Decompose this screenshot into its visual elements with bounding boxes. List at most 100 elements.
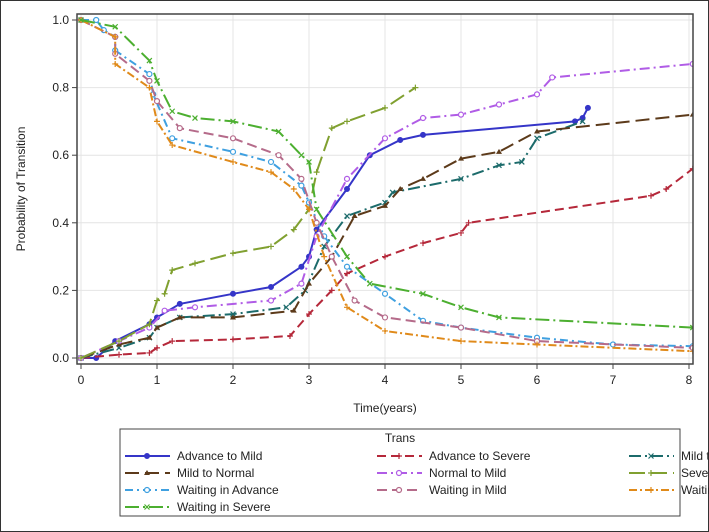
x-tick-label: 1	[154, 373, 161, 387]
data-point	[154, 324, 160, 330]
data-point	[344, 253, 350, 260]
x-tick-label: 2	[230, 373, 237, 387]
legend-marker	[648, 487, 654, 493]
data-point	[169, 267, 176, 274]
data-point	[344, 213, 350, 219]
data-point	[389, 189, 396, 196]
legend-item-mild-to-advance: Mild to Advance	[629, 449, 709, 463]
data-point	[169, 108, 176, 115]
data-point	[154, 118, 160, 125]
data-point	[169, 135, 176, 142]
legend-marker	[395, 469, 403, 477]
data-point	[397, 186, 404, 191]
data-point	[298, 182, 305, 189]
data-point	[496, 148, 502, 154]
data-point	[229, 148, 237, 155]
x-tick-label: 3	[306, 373, 313, 387]
data-point	[161, 290, 168, 297]
data-point	[344, 186, 350, 192]
y-tick-label: 0.2	[52, 283, 69, 297]
series-line-waiting-in-severe	[80, 19, 693, 329]
data-point	[146, 349, 153, 356]
data-point	[549, 74, 556, 81]
data-point	[458, 304, 464, 311]
legend-marker	[144, 470, 150, 475]
data-point	[648, 192, 654, 199]
plot-border	[76, 13, 694, 365]
series-line-normal-to-mild	[80, 62, 693, 359]
data-point	[344, 270, 350, 277]
data-point	[154, 344, 160, 351]
data-point	[290, 186, 297, 192]
data-point	[112, 23, 119, 30]
series-line-waiting-in-advance	[81, 19, 693, 348]
legend-marker	[648, 453, 654, 459]
data-point	[328, 253, 335, 260]
data-point	[458, 229, 464, 236]
legend-item-mild-to-normal: Mild to Normal	[125, 466, 254, 480]
data-point	[313, 169, 320, 176]
legend-label: Waiting in Advance	[177, 483, 279, 497]
data-point	[176, 300, 183, 307]
data-point	[146, 70, 153, 78]
data-point	[412, 84, 419, 91]
plot-series	[77, 16, 693, 362]
data-point	[534, 341, 540, 348]
data-point	[343, 263, 351, 270]
legend-item-advance-to-mild: Advance to Mild	[125, 449, 262, 463]
data-point	[112, 33, 119, 40]
y-tick-label: 0.8	[52, 81, 69, 95]
legend-label: Severe to Advance	[681, 466, 709, 480]
data-point	[192, 115, 198, 121]
data-point	[169, 338, 176, 345]
series-waiting-in-severe	[78, 17, 693, 331]
data-point	[78, 17, 84, 23]
data-point	[579, 115, 586, 122]
legend-label: Mild to Advance	[681, 449, 709, 463]
data-point	[230, 250, 236, 257]
data-point	[116, 338, 122, 345]
data-point	[290, 226, 297, 233]
legend-marker	[144, 453, 150, 459]
data-point	[457, 324, 465, 331]
x-tick-label: 8	[686, 373, 693, 387]
data-point	[275, 152, 282, 159]
data-point	[306, 280, 312, 286]
data-point	[146, 57, 153, 64]
data-point	[457, 111, 465, 118]
data-point	[169, 142, 176, 149]
data-point	[382, 327, 388, 334]
legend-label: Mild to Normal	[177, 466, 254, 480]
data-point	[287, 333, 293, 340]
data-point	[420, 175, 426, 181]
data-point	[689, 111, 693, 117]
data-point	[290, 307, 297, 313]
series-mild-to-advance	[78, 118, 586, 361]
data-point	[465, 219, 472, 226]
data-point	[584, 104, 591, 111]
data-point	[579, 118, 586, 125]
data-point	[176, 125, 183, 132]
data-point	[420, 290, 426, 297]
data-point	[663, 186, 670, 192]
data-point	[381, 314, 389, 321]
series-severe-to-advance	[78, 84, 419, 361]
legend: Trans Advance to Mild Advance to Severe Mi…	[119, 428, 709, 517]
data-point	[154, 297, 160, 304]
data-point	[420, 131, 426, 138]
data-point	[306, 159, 312, 165]
legend-marker	[143, 486, 151, 494]
series-waiting-in-mild	[77, 16, 693, 351]
data-point	[366, 280, 373, 287]
data-point	[382, 202, 388, 208]
data-point	[267, 158, 275, 166]
legend-label: Waiting in Normal	[681, 483, 709, 497]
data-point	[146, 334, 153, 340]
data-point	[230, 290, 236, 297]
legend-item-waiting-in-severe: Waiting in Severe	[125, 500, 271, 514]
data-point	[533, 91, 541, 98]
data-point	[420, 240, 426, 247]
y-tick-label: 0.0	[52, 351, 69, 365]
series-line-waiting-in-normal	[80, 19, 693, 353]
